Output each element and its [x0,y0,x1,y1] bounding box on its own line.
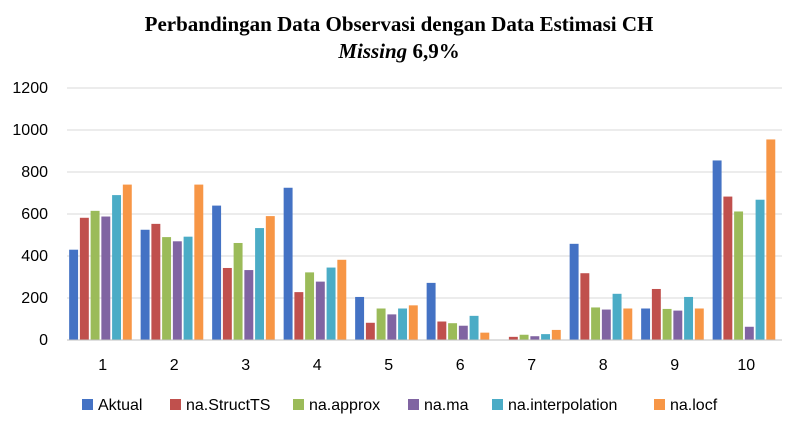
bar-na-ma-9 [673,310,683,340]
bar-na-StructTS-9 [651,288,661,340]
bar-na-ma-6 [458,325,468,340]
bar-na-StructTS-4 [294,292,304,340]
bar-Aktual-4 [283,187,293,340]
x-tick-label: 8 [599,357,608,374]
bar-na-StructTS-3 [222,267,232,340]
legend-label: na.interpolation [508,397,617,414]
bar-na-StructTS-7 [508,336,518,340]
bar-na-ma-10 [744,326,754,340]
bar-Aktual-8 [569,243,579,340]
chart-subtitle: Missing 6,9% [337,39,459,63]
y-tick-label: 600 [21,206,48,223]
x-tick-label: 6 [456,357,465,374]
bar-Aktual-5 [355,296,365,340]
bar-na-interpolation-8 [612,293,622,340]
chart-subtitle-rest: 6,9% [407,39,460,63]
legend-swatch [654,399,665,410]
bar-Aktual-9 [641,308,651,340]
bar-na-interpolation-1 [112,195,122,340]
x-tick-label: 10 [737,357,755,374]
bar-na-approx-1 [90,210,100,340]
bar-Aktual-3 [212,205,222,340]
bar-na-locf-6 [480,332,490,340]
y-tick-label: 200 [21,290,48,307]
legend-label: na.approx [309,397,380,414]
chart-subtitle-italic: Missing [337,39,407,63]
x-tick-label: 4 [313,357,322,374]
bar-na-locf-8 [623,308,633,340]
bar-na-ma-2 [172,241,182,340]
y-tick-label: 1200 [12,80,48,97]
bar-na-ma-4 [315,281,325,340]
bar-na-interpolation-5 [398,308,408,340]
bar-na-interpolation-6 [469,315,479,340]
x-tick-label: 5 [384,357,393,374]
legend-label: na.StructTS [186,397,270,414]
x-axis-ticks: 1 2 3 4 5 6 7 8 9 10 [98,357,755,374]
bars [69,139,776,340]
bar-na-approx-3 [233,242,243,340]
bar-na-approx-8 [591,307,601,340]
legend: Aktual na.StructTS na.approx na.ma na.interp… [82,397,718,414]
bar-Aktual-10 [712,160,722,340]
y-tick-label: 800 [21,164,48,181]
bar-na-interpolation-7 [541,334,551,340]
bar-Aktual-2 [140,229,150,340]
bar-na-locf-5 [408,305,418,340]
x-tick-label: 9 [670,357,679,374]
bar-na-approx-10 [734,211,744,340]
bar-na-ma-8 [601,309,611,340]
legend-label: na.locf [670,397,718,414]
y-axis-ticks: 0 200 400 600 800 1000 1200 [12,80,48,349]
legend-label: Aktual [98,397,142,414]
bar-na-approx-2 [162,237,172,340]
bar-na-locf-9 [694,308,704,340]
bar-na-ma-3 [244,270,254,340]
bar-na-approx-9 [662,308,672,340]
bar-Aktual-1 [69,249,79,340]
bar-na-locf-4 [337,259,347,340]
bar-na-StructTS-1 [79,217,89,340]
legend-swatch [408,399,419,410]
bar-na-StructTS-5 [365,322,375,340]
bar-na-interpolation-4 [326,267,336,340]
bar-na-locf-1 [122,184,132,340]
bar-Aktual-6 [426,282,436,340]
bar-na-interpolation-9 [684,296,694,340]
legend-swatch [82,399,93,410]
bar-na-interpolation-10 [755,199,765,340]
x-tick-label: 2 [170,357,179,374]
bar-na-StructTS-8 [580,273,590,340]
bar-na-StructTS-10 [723,196,733,340]
bar-na-locf-2 [194,184,204,340]
bar-na-locf-7 [551,329,561,340]
legend-label: na.ma [424,397,469,414]
legend-swatch [170,399,181,410]
bar-na-locf-3 [265,216,275,340]
bar-na-approx-6 [448,323,458,340]
legend-swatch [293,399,304,410]
x-tick-label: 3 [241,357,250,374]
bar-na-ma-5 [387,314,397,340]
bar-na-ma-1 [101,216,111,340]
y-tick-label: 0 [39,332,48,349]
bar-na-approx-5 [376,308,386,340]
bar-na-locf-10 [766,139,776,340]
y-tick-label: 1000 [12,122,48,139]
bar-na-ma-7 [530,336,540,340]
chart-title: Perbandingan Data Observasi dengan Data … [145,12,654,36]
bar-na-interpolation-2 [183,236,193,340]
bar-na-interpolation-3 [255,228,265,340]
bar-na-StructTS-6 [437,321,447,340]
bar-na-approx-7 [519,334,529,340]
x-tick-label: 7 [527,357,536,374]
x-tick-label: 1 [98,357,107,374]
y-tick-label: 400 [21,248,48,265]
bar-na-StructTS-2 [151,223,161,340]
bar-na-approx-4 [305,272,315,340]
legend-swatch [492,399,503,410]
